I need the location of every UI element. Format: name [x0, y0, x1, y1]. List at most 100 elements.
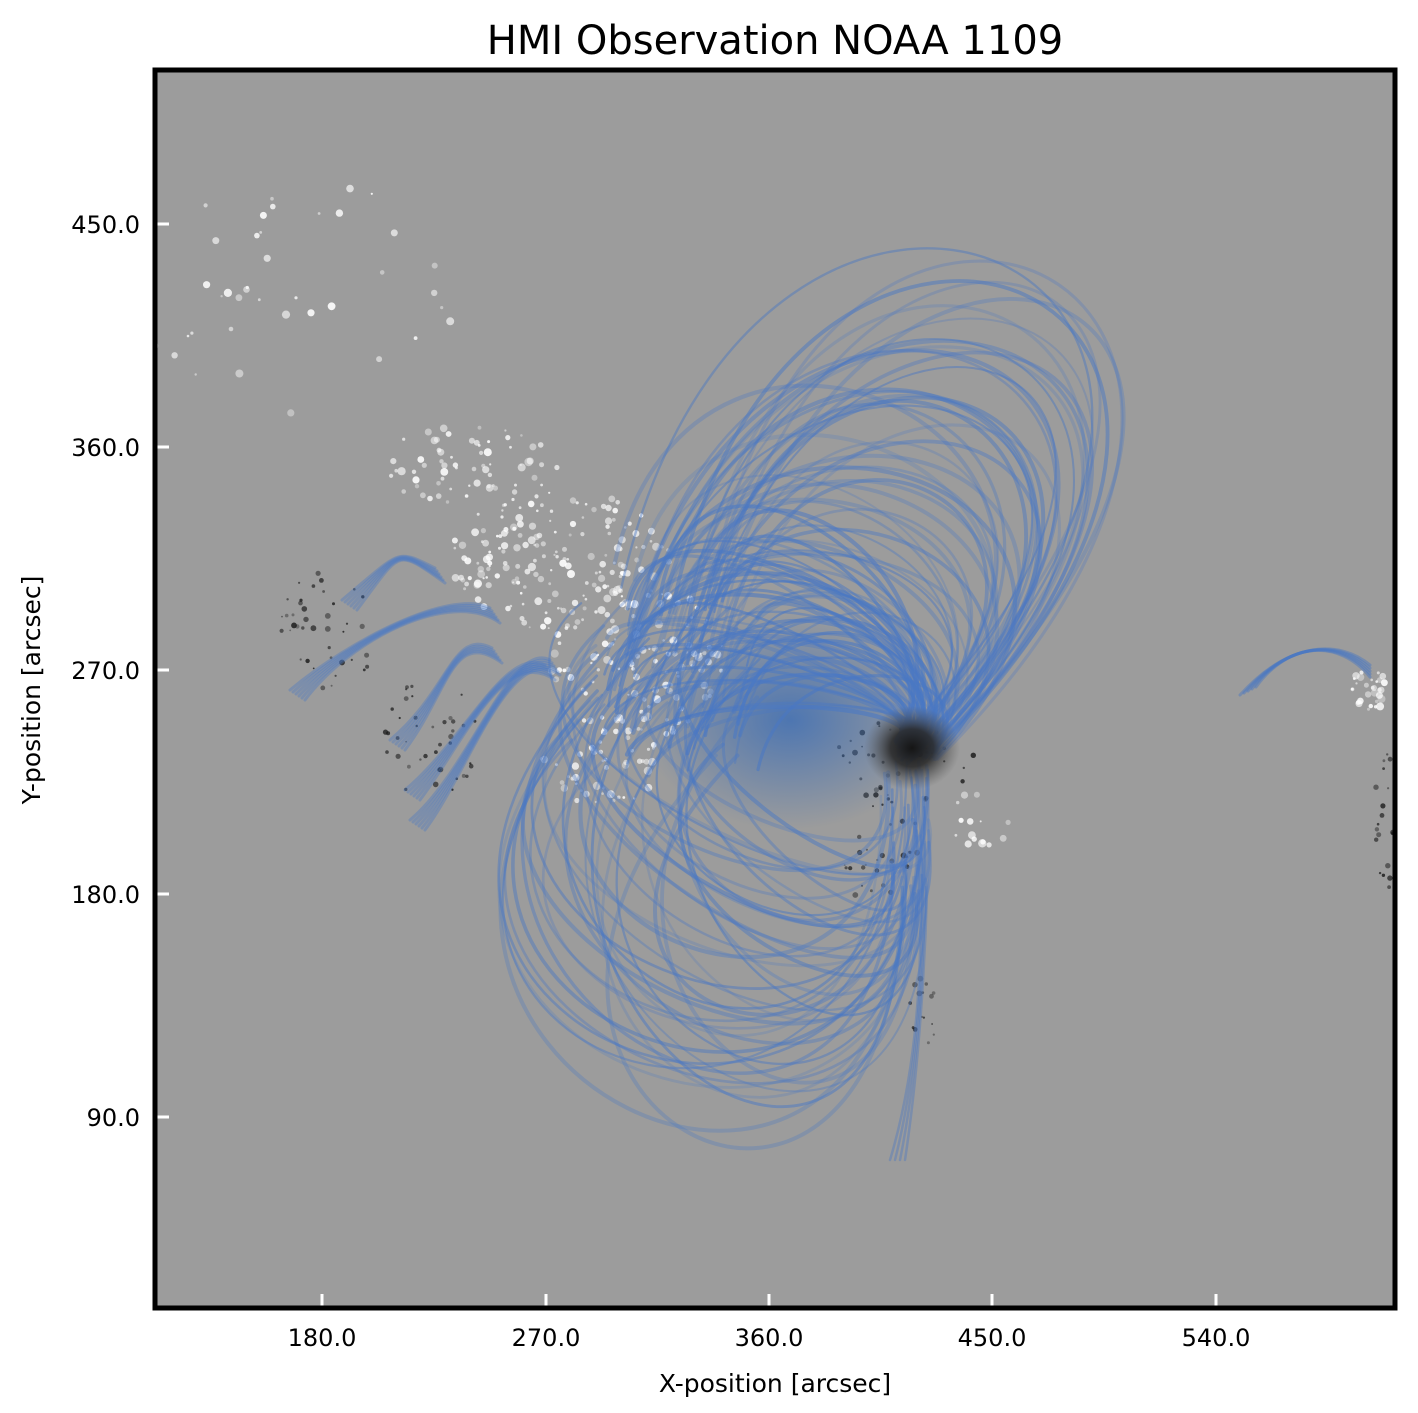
- negative-speck: [900, 852, 907, 859]
- field-line: [584, 666, 927, 1093]
- negative-speck: [310, 625, 317, 632]
- plage-speck: [467, 576, 472, 581]
- field-line: [686, 508, 920, 744]
- plage-speck: [644, 783, 653, 792]
- plage-speck: [412, 476, 420, 484]
- plage-speck: [627, 521, 632, 526]
- plage-speck: [430, 436, 439, 445]
- field-line: [638, 349, 1058, 739]
- negative-speck: [921, 991, 925, 994]
- plage-speck: [613, 716, 619, 722]
- negative-speck: [432, 781, 439, 788]
- plage-speck: [645, 592, 651, 598]
- plage-speck: [451, 574, 460, 582]
- plage-speck: [533, 558, 537, 563]
- field-line: [653, 753, 918, 1017]
- plage-speck: [554, 550, 558, 554]
- field-line: [624, 549, 953, 739]
- plage-speck: [464, 581, 469, 587]
- field-line: [563, 696, 920, 1046]
- field-line: [686, 338, 1075, 748]
- plage-speck: [541, 554, 546, 559]
- plage-speck: [572, 773, 580, 782]
- plage-speck: [631, 667, 635, 671]
- plage-speck: [511, 497, 515, 502]
- plage-speck: [650, 589, 653, 592]
- plage-speck: [550, 569, 553, 572]
- negative-speck: [334, 674, 337, 677]
- plage-speck: [476, 512, 480, 516]
- plage-speck: [1381, 679, 1388, 687]
- negative-speck: [1379, 813, 1385, 818]
- plage-speck: [1377, 686, 1385, 694]
- negative-speck: [931, 991, 936, 995]
- plage-speck: [441, 462, 448, 469]
- negative-speck: [460, 693, 463, 696]
- plage-speck: [620, 563, 627, 570]
- field-line: [628, 390, 1039, 759]
- plage-speck: [591, 680, 595, 684]
- plage-speck: [482, 539, 489, 547]
- plage-speck: [604, 517, 613, 525]
- negative-speck: [861, 865, 866, 870]
- negative-speck: [473, 719, 477, 723]
- plage-speck: [649, 540, 653, 543]
- plage-speck: [477, 444, 481, 447]
- plage-speck: [612, 507, 618, 514]
- plage-speck: [581, 516, 585, 519]
- plage-speck: [956, 800, 960, 805]
- negative-speck: [319, 578, 324, 583]
- negative-speck: [913, 821, 917, 826]
- field-line: [643, 648, 920, 843]
- field-line: [712, 524, 954, 739]
- field-line: [606, 592, 932, 745]
- negative-speck: [468, 763, 474, 769]
- negative-speck: [405, 685, 409, 689]
- field-line: [567, 643, 933, 876]
- plage-speck: [1376, 671, 1380, 675]
- plage-speck: [1375, 691, 1383, 699]
- plage-speck: [547, 599, 552, 603]
- plage-speck: [603, 757, 608, 762]
- plage-speck: [420, 492, 426, 499]
- plage-speck: [502, 564, 510, 572]
- field-line: [414, 661, 556, 826]
- negative-speck: [281, 615, 283, 618]
- plage-speck: [564, 562, 572, 570]
- negative-speck: [298, 581, 301, 584]
- plage-speck: [486, 566, 491, 572]
- field-line: [511, 689, 925, 1054]
- plage-speck: [501, 509, 504, 512]
- plage-speck: [439, 459, 444, 464]
- plage-speck: [652, 542, 661, 551]
- plage-speck: [496, 534, 499, 538]
- plage-speck: [487, 440, 491, 444]
- plage-speck: [583, 790, 590, 798]
- plage-speck: [594, 610, 598, 614]
- plage-speck: [590, 748, 598, 755]
- plage-speck: [194, 373, 197, 376]
- plage-speck: [483, 448, 492, 457]
- negative-speck: [442, 720, 447, 725]
- plage-speck: [539, 462, 545, 468]
- negative-speck: [1387, 875, 1393, 881]
- plage-speck: [498, 546, 501, 550]
- plage-speck: [522, 541, 529, 549]
- plage-speck: [1371, 685, 1377, 691]
- negative-speck: [411, 695, 414, 698]
- plage-speck: [259, 231, 263, 234]
- plage-speck: [966, 818, 974, 825]
- plage-speck: [464, 494, 469, 498]
- plage-speck: [649, 572, 659, 581]
- plage-speck: [520, 434, 523, 437]
- field-line: [1238, 647, 1372, 697]
- field-line: [898, 768, 926, 1162]
- negative-speck: [410, 684, 414, 689]
- field-line: [406, 663, 549, 794]
- plage-speck: [485, 576, 489, 579]
- plage-speck: [220, 295, 223, 298]
- negative-speck: [865, 848, 868, 851]
- negative-speck: [301, 626, 305, 630]
- plage-speck: [517, 463, 526, 472]
- negative-speck: [345, 622, 349, 625]
